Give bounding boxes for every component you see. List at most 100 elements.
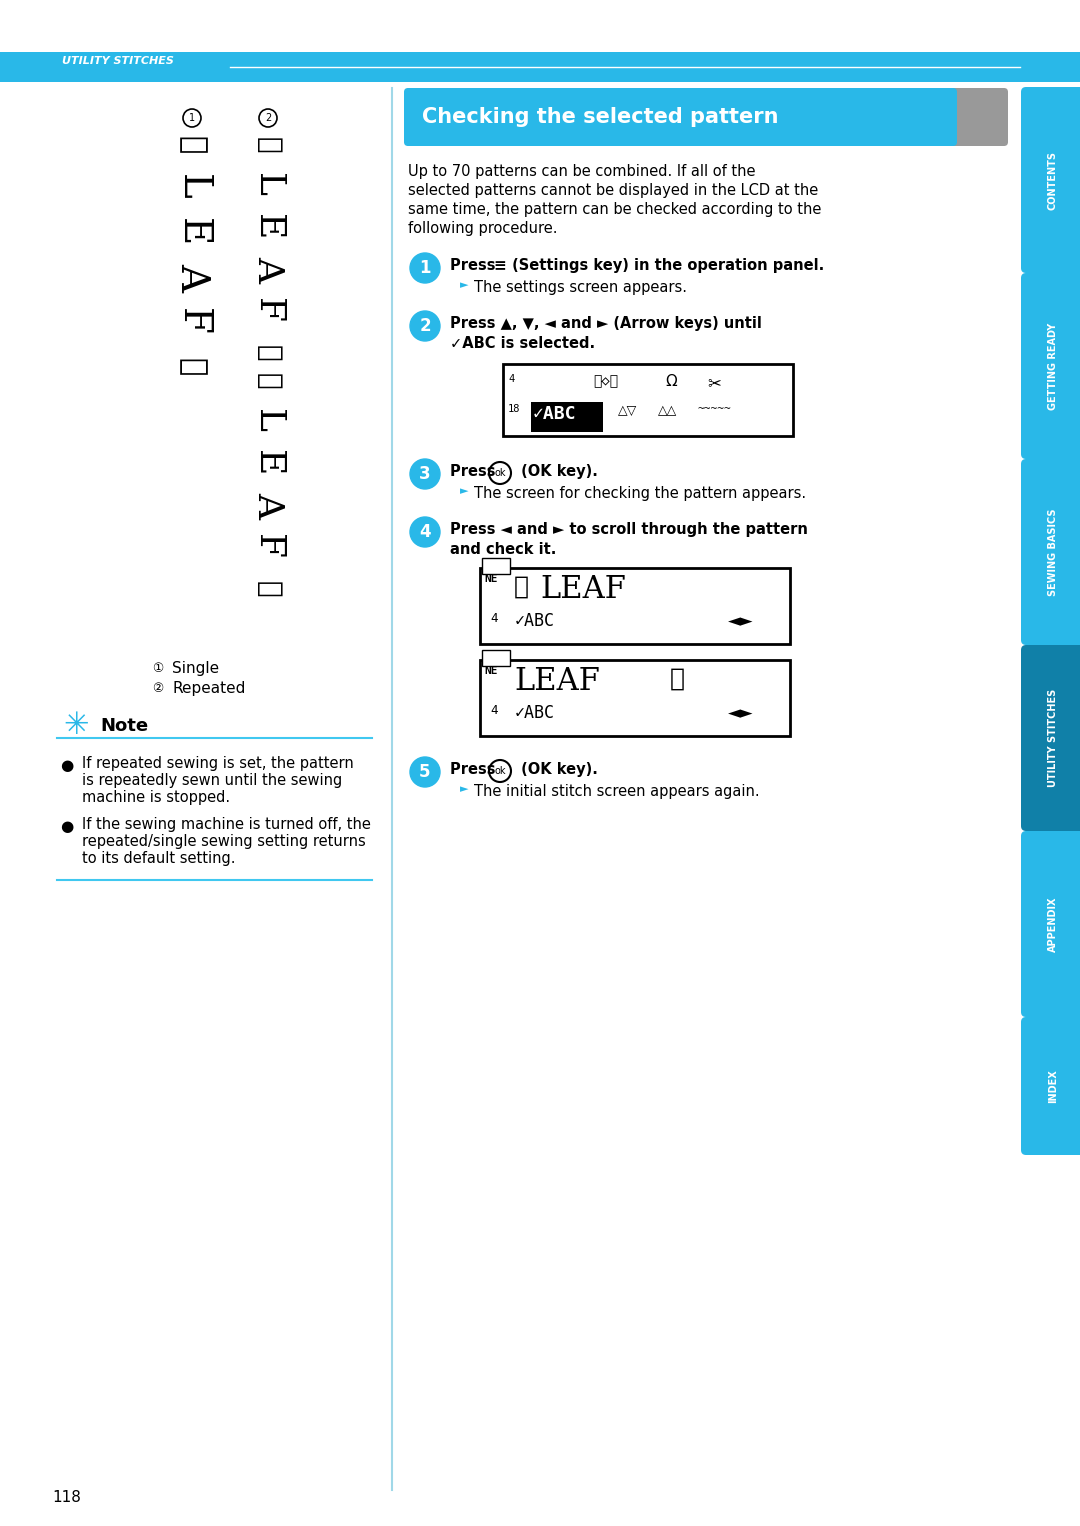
Text: A: A bbox=[174, 262, 211, 291]
FancyBboxPatch shape bbox=[1021, 645, 1080, 832]
Text: 2: 2 bbox=[265, 113, 271, 124]
Text: A: A bbox=[251, 256, 285, 282]
Circle shape bbox=[410, 311, 440, 340]
Bar bbox=[0, 52, 1080, 82]
Text: ❧: ❧ bbox=[255, 137, 282, 153]
Text: ◄►: ◄► bbox=[728, 612, 754, 630]
Text: ok: ok bbox=[495, 766, 505, 777]
Text: Press: Press bbox=[450, 761, 501, 777]
Text: F: F bbox=[251, 534, 285, 560]
Text: E: E bbox=[174, 218, 211, 246]
Text: 3: 3 bbox=[419, 465, 431, 484]
Text: APPENDIX: APPENDIX bbox=[1048, 896, 1058, 952]
Bar bbox=[503, 365, 793, 436]
Text: same time, the pattern can be checked according to the: same time, the pattern can be checked ac… bbox=[408, 201, 822, 217]
FancyBboxPatch shape bbox=[1021, 1016, 1080, 1155]
Text: NE: NE bbox=[484, 574, 498, 584]
Text: E: E bbox=[251, 450, 285, 476]
Text: ►: ► bbox=[460, 279, 469, 290]
Text: (OK key).: (OK key). bbox=[516, 761, 598, 777]
Text: A: A bbox=[251, 491, 285, 517]
Text: CONTENTS: CONTENTS bbox=[1048, 151, 1058, 209]
Text: selected patterns cannot be displayed in the LCD at the: selected patterns cannot be displayed in… bbox=[408, 183, 819, 198]
FancyBboxPatch shape bbox=[1021, 273, 1080, 459]
Text: The screen for checking the pattern appears.: The screen for checking the pattern appe… bbox=[474, 485, 806, 501]
Text: ❧: ❧ bbox=[514, 575, 529, 600]
FancyBboxPatch shape bbox=[945, 89, 1008, 146]
FancyBboxPatch shape bbox=[1021, 832, 1080, 1016]
Bar bbox=[480, 661, 789, 736]
Text: ✳: ✳ bbox=[64, 711, 89, 740]
Text: Checking the selected pattern: Checking the selected pattern bbox=[422, 107, 779, 127]
Bar bbox=[482, 559, 510, 574]
Text: ►: ► bbox=[460, 784, 469, 794]
Text: F: F bbox=[251, 299, 285, 324]
Text: ►: ► bbox=[460, 485, 469, 496]
Text: L: L bbox=[174, 174, 211, 200]
Text: is repeatedly sewn until the sewing: is repeatedly sewn until the sewing bbox=[82, 774, 342, 787]
Text: 4: 4 bbox=[490, 612, 498, 626]
Text: UTILITY STITCHES: UTILITY STITCHES bbox=[1048, 688, 1058, 787]
Text: SEWING BASICS: SEWING BASICS bbox=[1048, 508, 1058, 595]
Text: ~~~~~: ~~~~~ bbox=[698, 404, 732, 414]
Text: UTILITY STITCHES: UTILITY STITCHES bbox=[62, 56, 174, 66]
Text: 4: 4 bbox=[419, 523, 431, 542]
FancyBboxPatch shape bbox=[1021, 87, 1080, 273]
Text: ✓ABC: ✓ABC bbox=[534, 404, 577, 423]
Text: 2: 2 bbox=[419, 317, 431, 336]
Text: Press: Press bbox=[450, 464, 501, 479]
Text: Up to 70 patterns can be combined. If all of the: Up to 70 patterns can be combined. If al… bbox=[408, 163, 756, 179]
Text: ❧: ❧ bbox=[670, 668, 685, 691]
Text: Press: Press bbox=[450, 258, 501, 273]
Text: 18: 18 bbox=[508, 404, 521, 414]
Bar bbox=[480, 568, 789, 644]
Text: ◄►: ◄► bbox=[728, 703, 754, 722]
Text: L: L bbox=[251, 409, 285, 433]
Text: ✂: ✂ bbox=[707, 374, 720, 392]
Text: 4: 4 bbox=[490, 703, 498, 717]
Bar bbox=[531, 401, 603, 432]
Text: L: L bbox=[251, 172, 285, 197]
Text: 118: 118 bbox=[52, 1491, 81, 1506]
FancyBboxPatch shape bbox=[404, 89, 957, 146]
Text: The initial stitch screen appears again.: The initial stitch screen appears again. bbox=[474, 784, 759, 800]
Text: ❧: ❧ bbox=[255, 372, 282, 389]
Bar bbox=[482, 650, 510, 665]
Text: Press ▲, ▼, ◄ and ► (Arrow keys) until: Press ▲, ▼, ◄ and ► (Arrow keys) until bbox=[450, 316, 761, 331]
Circle shape bbox=[410, 757, 440, 787]
Text: ❧: ❧ bbox=[176, 136, 207, 154]
Text: machine is stopped.: machine is stopped. bbox=[82, 790, 230, 806]
Text: Single: Single bbox=[172, 661, 219, 676]
Text: (Settings key) in the operation panel.: (Settings key) in the operation panel. bbox=[507, 258, 824, 273]
Circle shape bbox=[410, 459, 440, 488]
Text: (OK key).: (OK key). bbox=[516, 464, 598, 479]
Text: Note: Note bbox=[100, 717, 148, 736]
Text: to its default setting.: to its default setting. bbox=[82, 852, 235, 865]
Text: LEAF: LEAF bbox=[540, 574, 626, 604]
Text: The settings screen appears.: The settings screen appears. bbox=[474, 279, 687, 295]
Text: INDEX: INDEX bbox=[1048, 1070, 1058, 1103]
Text: △▽: △▽ bbox=[618, 404, 637, 417]
Text: ●: ● bbox=[60, 758, 73, 774]
Text: If repeated sewing is set, the pattern: If repeated sewing is set, the pattern bbox=[82, 755, 354, 771]
Text: 1: 1 bbox=[189, 113, 195, 124]
Text: repeated/single sewing setting returns: repeated/single sewing setting returns bbox=[82, 835, 366, 848]
Text: F: F bbox=[174, 308, 211, 336]
Text: Press ◄ and ► to scroll through the pattern: Press ◄ and ► to scroll through the patt… bbox=[450, 522, 808, 537]
Text: ok: ok bbox=[495, 468, 505, 478]
FancyBboxPatch shape bbox=[1021, 459, 1080, 645]
Text: and check it.: and check it. bbox=[450, 542, 556, 557]
Text: △△: △△ bbox=[658, 404, 677, 417]
Text: Ω: Ω bbox=[665, 374, 677, 389]
Text: ②: ② bbox=[152, 682, 163, 694]
Text: ✓ABC: ✓ABC bbox=[515, 703, 555, 722]
Circle shape bbox=[410, 253, 440, 282]
Text: Repeated: Repeated bbox=[172, 681, 245, 696]
Text: 1: 1 bbox=[419, 259, 431, 278]
Text: ❧: ❧ bbox=[176, 359, 207, 375]
Text: NE: NE bbox=[484, 665, 498, 676]
Text: LEAF: LEAF bbox=[514, 665, 599, 697]
Text: ❧: ❧ bbox=[255, 345, 282, 362]
Text: ①: ① bbox=[152, 661, 163, 674]
Text: ●: ● bbox=[60, 819, 73, 835]
